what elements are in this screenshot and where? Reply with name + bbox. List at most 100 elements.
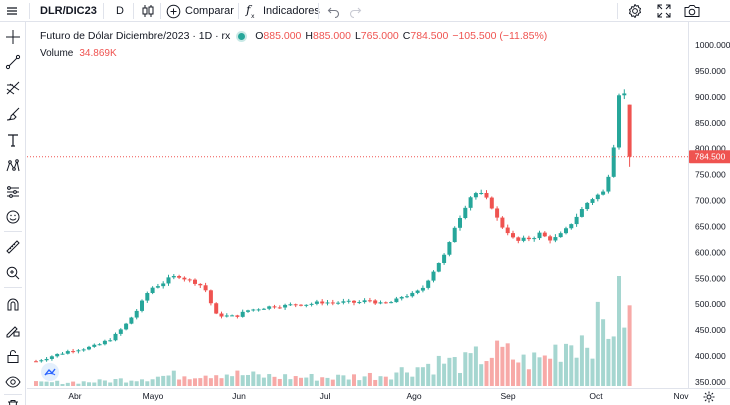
time-tick-label: Mayo: [143, 391, 164, 401]
time-tick-label: Abr: [68, 391, 81, 401]
series-title[interactable]: Futuro de Dólar Diciembre/2023 · 1D · rx: [40, 30, 231, 42]
volume-bar: [336, 374, 341, 386]
undo-button[interactable]: [327, 0, 341, 22]
menu-icon[interactable]: [4, 0, 20, 22]
close-label: C: [402, 30, 411, 42]
volume-bar: [108, 382, 113, 386]
stay-drawing-tool[interactable]: [3, 320, 23, 340]
symbol-search-button[interactable]: DLR/DIC23: [40, 0, 97, 22]
compare-button[interactable]: Comparar: [166, 0, 234, 22]
candle-body: [542, 232, 547, 237]
fullscreen-icon: [657, 4, 671, 18]
volume-bar: [124, 382, 129, 386]
price-axis[interactable]: 1000.000 950.000 900.000 850.000 800.000 750.…: [695, 40, 730, 387]
volume-bar: [405, 372, 409, 386]
chart-type-button[interactable]: [141, 0, 155, 22]
candle-body: [579, 209, 584, 217]
candle-body: [320, 301, 325, 304]
volume-bar: [55, 380, 60, 386]
pattern-tool[interactable]: [3, 156, 23, 176]
ruler-tool[interactable]: [3, 237, 23, 257]
volume-bar: [463, 352, 468, 386]
prediction-tool[interactable]: [3, 182, 23, 202]
low-value: 765.000: [360, 30, 399, 42]
time-tick-label: Sep: [500, 391, 515, 401]
volume-bar: [283, 374, 288, 386]
volume-bar: [118, 378, 123, 386]
fib-tool[interactable]: [3, 78, 23, 98]
candle-body: [256, 309, 261, 311]
volume-bar: [71, 381, 76, 386]
volume-bar: [362, 376, 367, 386]
candle-body: [166, 277, 171, 284]
candle-body: [537, 232, 542, 239]
redo-button[interactable]: [348, 0, 362, 22]
remove-drawings-tool[interactable]: [3, 396, 23, 405]
trend-line-icon: [5, 54, 21, 70]
brand-logo[interactable]: [41, 363, 59, 381]
snapshot-button[interactable]: [683, 0, 701, 22]
zoom-tool[interactable]: [3, 263, 23, 283]
brush-tool[interactable]: [3, 104, 23, 124]
trend-line-tool[interactable]: [3, 52, 23, 72]
time-axis[interactable]: Abr Mayo Jun Jul Ago Sep Oct Nov: [68, 391, 689, 401]
volume-bar: [415, 367, 420, 386]
candles-icon: [142, 5, 154, 17]
candle-body: [314, 301, 319, 304]
volume-bar: [484, 361, 489, 386]
brush-icon: [6, 107, 20, 121]
candle-body: [389, 302, 394, 304]
price-tick-label: 400.000: [695, 351, 726, 361]
symbol-label: DLR/DIC23: [40, 5, 97, 17]
axis-settings-button[interactable]: [703, 391, 715, 403]
candle-body: [595, 194, 600, 200]
volume-bar: [357, 380, 362, 386]
volume-bar: [495, 340, 500, 386]
volume-label[interactable]: Volume: [40, 47, 74, 59]
candle-body: [214, 303, 219, 314]
candle-body: [246, 310, 250, 312]
hide-drawings-tool[interactable]: [3, 372, 23, 392]
gear-icon: [703, 391, 715, 403]
volume-bar: [352, 374, 356, 386]
candle-body: [304, 304, 309, 306]
volume-bar: [537, 357, 542, 386]
price-tick-label: 700.000: [695, 196, 726, 206]
candle-body: [203, 285, 208, 291]
lock-tool[interactable]: [3, 346, 23, 366]
crosshair-tool[interactable]: [3, 27, 23, 47]
interval-button[interactable]: D: [116, 0, 124, 22]
volume-bar: [150, 379, 155, 386]
volume-bar: [193, 378, 197, 386]
volume-bar: [224, 374, 229, 386]
candle-body: [569, 224, 574, 229]
settings-button[interactable]: [627, 0, 643, 22]
volume-bar: [489, 357, 494, 386]
fullscreen-button[interactable]: [656, 0, 672, 22]
gear-icon: [629, 4, 641, 18]
volume-bar: [601, 319, 606, 386]
emoji-tool[interactable]: [3, 207, 23, 227]
change-value: −105.500 (−11.85%): [452, 30, 548, 42]
candle-body: [118, 329, 123, 334]
volume-bar: [129, 380, 134, 386]
hamburger-menu-icon[interactable]: [4, 3, 20, 19]
volume-bar: [166, 375, 171, 386]
candle-body: [81, 349, 86, 351]
volume-bar: [367, 372, 372, 386]
price-tick-label: 650.000: [695, 221, 726, 231]
candle-body: [473, 193, 478, 198]
candle-body: [251, 309, 256, 311]
volume-bar: [314, 380, 319, 386]
candle-body: [627, 104, 632, 157]
candle-body: [431, 271, 436, 281]
volume-bar: [511, 359, 515, 386]
candlestick-series: [34, 89, 632, 363]
candle-body: [193, 279, 197, 284]
magnet-tool[interactable]: [3, 294, 23, 314]
volume-bar: [304, 377, 309, 386]
text-tool[interactable]: [3, 130, 23, 150]
market-status-dot[interactable]: [238, 32, 246, 40]
